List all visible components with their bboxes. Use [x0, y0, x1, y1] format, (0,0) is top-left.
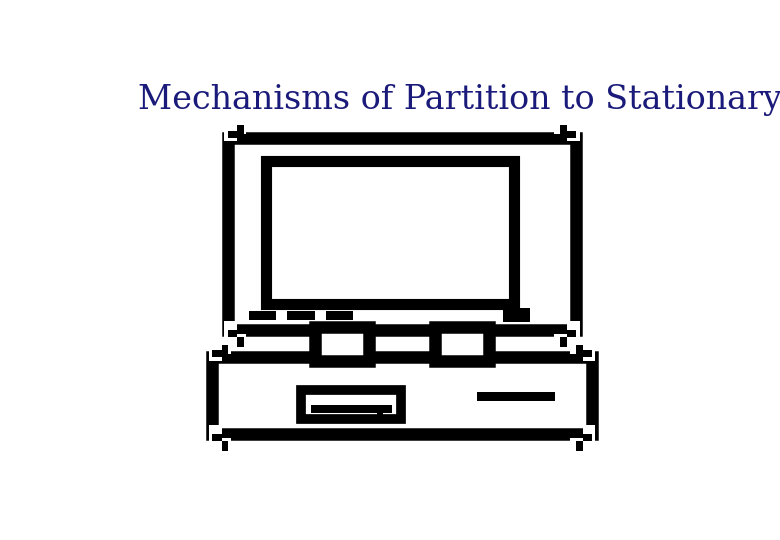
Bar [224, 321, 237, 341]
Bar [477, 392, 555, 401]
Bar [434, 327, 489, 361]
Bar [583, 434, 592, 441]
Bar [209, 338, 231, 354]
Bar [314, 327, 369, 361]
Text: Mechanisms of Partition to Stationary Phase: Mechanisms of Partition to Stationary Ph… [138, 84, 780, 116]
Bar [570, 338, 592, 354]
Bar [228, 330, 237, 338]
Bar [326, 311, 353, 320]
Bar [560, 338, 567, 347]
Bar [228, 131, 237, 138]
Bar [560, 125, 567, 134]
Bar [209, 425, 222, 445]
Bar [222, 441, 229, 450]
Bar [300, 390, 401, 419]
Bar [576, 441, 583, 450]
Bar [583, 425, 595, 445]
Bar [224, 122, 237, 141]
Bar [567, 131, 576, 138]
Bar [567, 330, 576, 338]
Bar [249, 311, 276, 320]
Bar [212, 434, 222, 441]
Bar [237, 338, 244, 347]
Bar [222, 345, 229, 354]
Bar [209, 341, 222, 361]
Bar [377, 411, 383, 421]
Bar [555, 334, 576, 350]
Bar [287, 311, 314, 320]
Bar [237, 125, 244, 134]
Bar [228, 138, 576, 330]
Bar [212, 350, 222, 357]
Bar [434, 327, 489, 361]
Bar [314, 327, 369, 361]
Bar [570, 438, 592, 454]
Bar [503, 308, 530, 322]
Bar [267, 161, 515, 303]
Bar [310, 405, 392, 413]
Bar [224, 118, 246, 134]
Bar [209, 438, 231, 454]
Bar [567, 321, 580, 341]
Bar [583, 350, 592, 357]
Bar [576, 345, 583, 354]
Bar [555, 118, 576, 134]
Bar [567, 122, 580, 141]
Bar [212, 357, 592, 434]
Bar [583, 341, 595, 361]
Bar [224, 334, 246, 350]
